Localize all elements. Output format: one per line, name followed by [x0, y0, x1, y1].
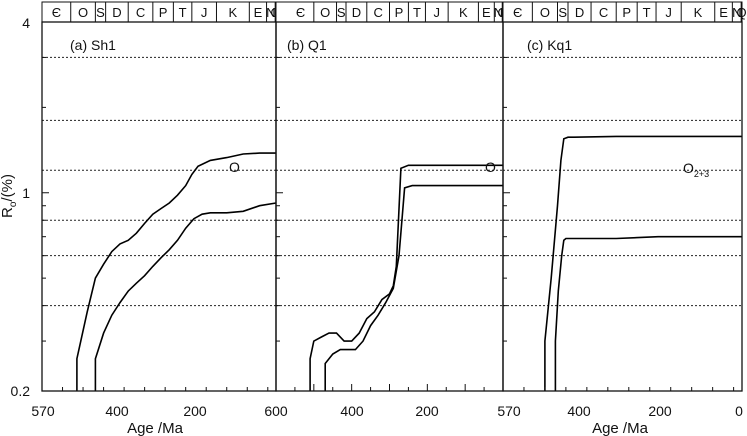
y-axis-label-main: R [0, 207, 16, 218]
panel-label-b: (b) Q1 [287, 37, 327, 53]
panel-label-a: (a) Sh1 [70, 37, 116, 53]
series-line-c-0 [544, 135, 742, 391]
strat-label-c-1: O [540, 5, 550, 20]
unit-label-b-main: O [485, 159, 496, 175]
strat-label-b-1: O [320, 5, 330, 20]
x-tick-label-b-2: 200 [415, 403, 439, 419]
unit-label-b: O [485, 159, 496, 175]
strat-label-a-10: N [266, 5, 275, 20]
frame-b [275, 21, 504, 392]
x-tick-label-b-1: 400 [340, 403, 364, 419]
strat-label-b-3: D [352, 5, 361, 20]
unit-label-c-main: O [683, 160, 694, 176]
series-group-c [544, 135, 742, 391]
frame-c [502, 21, 743, 392]
strat-label-b-10: N [494, 5, 503, 20]
plot-frame-c [502, 21, 743, 392]
series-line-b-0 [309, 164, 503, 391]
strat-label-c-2: S [558, 5, 567, 20]
y-axis-label: Ro/(%) [0, 174, 19, 218]
y-axis-label-unit: /(%) [0, 174, 16, 202]
strat-label-a-3: D [112, 5, 121, 20]
strat-label-a-0: Є [52, 5, 61, 20]
x-tick-label-b-0: 600 [264, 403, 288, 419]
x-tick-label-c-1: 400 [567, 403, 591, 419]
strat-label-a-1: O [78, 5, 88, 20]
strat-label-c-4: C [599, 5, 608, 20]
y-tick-label-mid: 1 [22, 185, 30, 201]
x-tick-label-c-3: 0 [735, 403, 743, 419]
unit-label-c-sub: 2+3 [694, 169, 709, 179]
unit-label-a-main: O [229, 159, 240, 175]
strat-label-b-5: P [395, 5, 404, 20]
strat-label-a-8: K [229, 5, 238, 20]
x-tick-label-a-0: 570 [31, 403, 55, 419]
x-tick-label-c-2: 200 [648, 403, 672, 419]
gridlines-c [503, 56, 742, 307]
strat-label-b-9: E [482, 5, 491, 20]
series-line-b-1 [324, 184, 503, 391]
series-group-a [76, 152, 277, 391]
frame-a [41, 21, 277, 392]
x-tick-label-c-0: 570 [497, 403, 521, 419]
x-axis-label-a: Age /Ma [127, 420, 184, 436]
strat-label-c-7: J [665, 5, 672, 20]
strat-label-b-4: C [373, 5, 382, 20]
gridlines-b [276, 56, 503, 307]
strat-label-c-6: T [643, 5, 651, 20]
strat-label-c-11: Q [737, 5, 747, 20]
strat-label-c-3: D [575, 5, 584, 20]
y-tick-label-bottom: 0.2 [11, 383, 31, 399]
strat-label-b-6: T [413, 5, 421, 20]
unit-label-a: O [229, 159, 240, 175]
svg-text:Ro/(%): Ro/(%) [0, 174, 19, 218]
strat-label-c-5: P [622, 5, 631, 20]
strat-label-b-7: J [434, 5, 441, 20]
strat-label-b-0: Є [296, 5, 305, 20]
strat-label-a-9: E [254, 5, 263, 20]
ticks-c [502, 21, 735, 392]
series-line-c-1 [554, 235, 742, 391]
panel-c: Є O S D C P T J K E NQ (c) Kq1 O2+3 570 400 200 0 … [497, 1, 747, 436]
x-axis-label-c: Age /Ma [592, 420, 649, 436]
strat-label-a-4: C [136, 5, 145, 20]
unit-label-c: O2+3 [683, 160, 709, 179]
strat-label-c-0: Є [513, 5, 522, 20]
strat-label-a-5: P [159, 5, 168, 20]
series-line-a-0 [76, 152, 276, 391]
panel-label-c: (c) Kq1 [527, 37, 572, 53]
strat-label-c-8: K [694, 5, 703, 20]
strat-label-a-7: J [201, 5, 208, 20]
ticks-a [41, 21, 269, 392]
strat-label-c-9: E [719, 5, 728, 20]
strat-label-c-10: N [732, 5, 741, 20]
y-axis-label-sub: o [8, 201, 19, 207]
gridlines-a [42, 56, 276, 307]
y-tick-label-top: 4 [22, 15, 30, 31]
x-tick-label-a-2: 200 [183, 403, 207, 419]
strat-label-a-6: T [179, 5, 187, 20]
series-line-a-1 [94, 202, 277, 391]
strat-label-b-2: S [337, 5, 346, 20]
ticks-b [275, 21, 504, 392]
series-group-b [309, 164, 503, 391]
strat-label-a-2: S [96, 5, 105, 20]
strat-label-b-8: K [459, 5, 468, 20]
plot-frame-a [41, 21, 277, 392]
x-tick-label-a-1: 400 [105, 403, 129, 419]
strat-bar-c: Є O S D C P T J K E NQ [502, 1, 747, 23]
plot-frame-b [275, 21, 504, 392]
